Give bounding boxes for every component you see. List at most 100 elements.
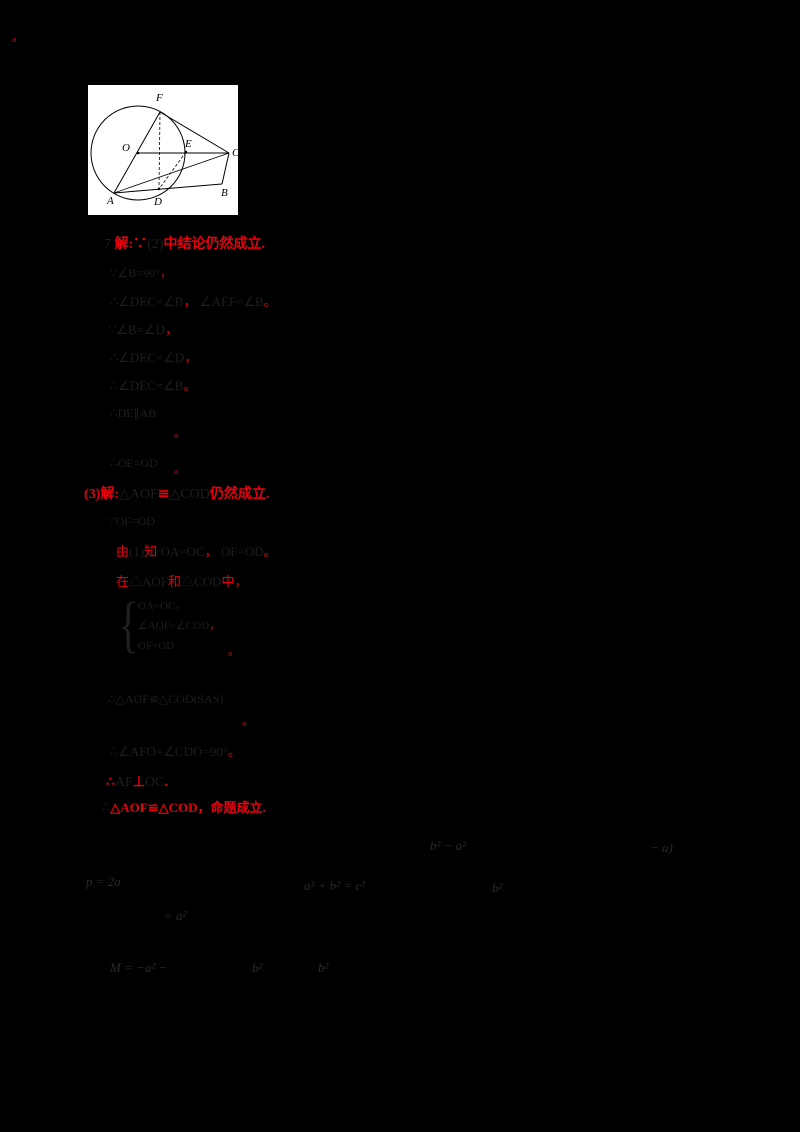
text-segment: OC (145, 775, 165, 790)
text-segment: 。 (242, 714, 255, 728)
label-O: O (122, 142, 130, 154)
proof-line: 。 (228, 644, 240, 659)
label-D: D (153, 196, 162, 208)
text-segment: △AOF≌△COD，命题成立. (110, 800, 266, 815)
proof-line: ∴DE∥AB (110, 406, 156, 421)
geometry-figure: F O E C A D B (88, 85, 238, 215)
proof-line: 在△AOF和△COD中， (116, 574, 248, 590)
text-segment: OF=OD (217, 544, 264, 559)
text-segment: (2) (147, 237, 164, 252)
text-segment: 。 (228, 644, 241, 658)
text-segment: AF (114, 775, 133, 790)
label-F: F (155, 92, 163, 104)
proof-line: M = −a² − (110, 960, 167, 976)
proof-line: ∴△AOF≌△COD，命题成立. (102, 800, 266, 816)
text-segment: △AOF (129, 574, 169, 589)
text-segment: 和 (168, 574, 182, 589)
label-A: A (106, 195, 114, 207)
text-segment: a² + b² = c² (304, 878, 366, 893)
proof-line: ∴∠AFO=∠CDO=90°。 (110, 744, 241, 760)
proof-line: ∵∠B=90°， (110, 266, 172, 281)
text-segment: ， (209, 620, 221, 632)
text-segment: b² (492, 880, 503, 895)
text-segment: ∴DE∥AB (110, 406, 157, 420)
text-segment: △AOF (119, 487, 158, 502)
point-O (136, 151, 140, 155)
point-D (157, 187, 161, 191)
system-brace: { (118, 591, 139, 659)
text-segment: 。 (174, 426, 187, 440)
text-segment: △COD (181, 574, 222, 589)
text-segment: ∴ (102, 800, 111, 815)
text-segment: ， (159, 266, 172, 280)
text-segment: ， (204, 544, 218, 559)
text-segment: 由 (116, 544, 130, 559)
proof-line: ∠AOF=∠COD， (138, 620, 220, 634)
proof-line: 。 (242, 714, 254, 729)
text-segment: 解:∵ (114, 237, 148, 252)
text-segment: ， (183, 294, 197, 309)
proof-line: − a) (650, 840, 673, 856)
text-segment: 知 (144, 544, 158, 559)
label-E: E (184, 138, 192, 150)
proof-line: ∴△AOF≌△COD(SAS) (108, 692, 224, 707)
segment-ED-dashed (158, 151, 187, 190)
text-segment: 中， (221, 574, 248, 589)
text-segment: 中结论仍然成立. (163, 237, 266, 252)
text-segment: OA=OC (138, 600, 176, 612)
text-segment: ， (175, 600, 187, 612)
segment-CF (159, 111, 230, 154)
text-segment: ∠AEF=∠B (196, 294, 264, 309)
proof-line: b² (492, 880, 502, 896)
text-segment: ∴ (106, 775, 115, 790)
proof-line: ∴∠DEC=∠D， (110, 350, 197, 366)
proof-line: { (118, 594, 148, 656)
proof-line: 。 (174, 426, 186, 441)
text-segment: ∴∠DEC=∠B (110, 294, 184, 309)
proof-line: b² − a² (430, 838, 466, 854)
point-E (184, 150, 188, 154)
text-segment: b² (252, 960, 263, 975)
proof-line: 由(1)知 OA=OC， OF=OD。 (116, 544, 277, 560)
text-segment: ∵∠B=∠D (108, 322, 165, 337)
text-segment: − a) (650, 840, 673, 855)
segment-AB (113, 183, 223, 194)
segment-BC (221, 152, 230, 185)
text-segment: (3)解: (84, 487, 119, 502)
text-segment: ∠AOF=∠COD (138, 620, 210, 632)
proof-line: ∴OE=OD (110, 456, 158, 471)
text-segment: . (164, 775, 168, 790)
text-segment: 。 (12, 30, 25, 44)
text-segment: ∵∠B=90° (110, 266, 160, 280)
text-segment: △COD (169, 487, 210, 502)
text-segment: (1) (129, 544, 145, 559)
segment-FD-dashed (158, 111, 161, 190)
text-segment: = a² (164, 908, 187, 923)
text-segment: M = −a² − (110, 960, 168, 975)
proof-line: b² (252, 960, 262, 976)
text-segment: 。 (227, 744, 241, 759)
text-segment: b² − a² (430, 838, 467, 853)
proof-line: 。 (12, 30, 24, 45)
proof-line: (3)解:△AOF≌△COD仍然成立. (84, 486, 269, 504)
proof-line: 。 (174, 462, 186, 477)
label-B: B (221, 187, 228, 199)
text-segment: ∴△AOF≌△COD(SAS) (108, 692, 224, 706)
text-segment: OF=OD (138, 640, 175, 652)
segment-AC (113, 152, 230, 194)
text-segment: ∴OE=OD (110, 456, 158, 470)
text-segment: b² (318, 960, 329, 975)
text-segment: 。 (263, 544, 277, 559)
proof-line: a² + b² = c² (304, 878, 365, 894)
proof-line: ∵∠B=∠D， (108, 322, 178, 338)
text-segment: ≌ (157, 487, 170, 502)
proof-line: ∴AF⊥OC. (106, 774, 168, 792)
proof-line: ∵OF=OD (108, 514, 155, 529)
text-segment: ， (184, 350, 198, 365)
geometry-diagram: F O E C A D B (90, 92, 238, 208)
label-C: C (232, 147, 238, 159)
text-segment: ∴∠AFO=∠CDO=90° (110, 744, 228, 759)
proof-line: p = 2a (86, 874, 121, 890)
text-segment: OA=OC (157, 544, 205, 559)
